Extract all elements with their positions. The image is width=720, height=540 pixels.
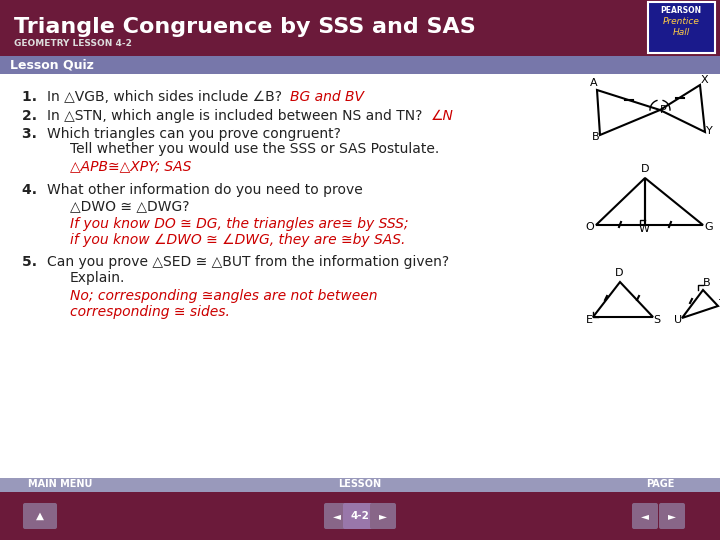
Text: 4-2: 4-2 [351, 511, 369, 521]
Text: No; corresponding ≅angles are not between: No; corresponding ≅angles are not betwee… [70, 289, 377, 303]
Text: Which triangles can you prove congruent?: Which triangles can you prove congruent? [47, 127, 341, 141]
Text: LESSON: LESSON [338, 479, 382, 489]
Text: 4.: 4. [22, 183, 47, 197]
Text: U: U [674, 315, 682, 325]
Text: Triangle Congruence by SSS and SAS: Triangle Congruence by SSS and SAS [14, 17, 476, 37]
FancyBboxPatch shape [0, 478, 720, 492]
Text: 2.: 2. [22, 109, 47, 123]
Text: In △VGB, which sides include ∠B?: In △VGB, which sides include ∠B? [47, 90, 290, 104]
Text: Can you prove △SED ≅ △BUT from the information given?: Can you prove △SED ≅ △BUT from the infor… [47, 255, 449, 269]
Text: PAGE: PAGE [646, 479, 674, 489]
Text: O: O [585, 222, 595, 232]
FancyBboxPatch shape [659, 503, 685, 529]
Text: Prentice: Prentice [662, 17, 699, 26]
Text: B: B [592, 132, 600, 142]
Text: S: S [654, 315, 660, 325]
Text: PEARSON: PEARSON [660, 6, 701, 15]
Text: X: X [700, 75, 708, 85]
Text: A: A [590, 78, 598, 88]
Text: Explain.: Explain. [70, 271, 125, 285]
FancyBboxPatch shape [632, 503, 658, 529]
FancyBboxPatch shape [370, 503, 396, 529]
Text: ◄: ◄ [333, 511, 341, 521]
Text: ∠N: ∠N [431, 109, 454, 123]
Text: Tell whether you would use the SSS or SAS Postulate.: Tell whether you would use the SSS or SA… [70, 142, 439, 156]
Text: T: T [719, 299, 720, 309]
Text: Lesson Quiz: Lesson Quiz [10, 58, 94, 71]
Text: What other information do you need to prove: What other information do you need to pr… [47, 183, 362, 197]
FancyBboxPatch shape [648, 2, 715, 53]
Text: corresponding ≅ sides.: corresponding ≅ sides. [70, 305, 230, 319]
Text: Y: Y [706, 126, 712, 136]
Text: 3.: 3. [22, 127, 47, 141]
Text: In △STN, which angle is included between NS and TN?: In △STN, which angle is included between… [47, 109, 431, 123]
Text: G: G [705, 222, 714, 232]
Text: ►: ► [379, 511, 387, 521]
Text: B: B [703, 278, 711, 288]
Text: Hall: Hall [672, 28, 690, 37]
FancyBboxPatch shape [0, 56, 720, 74]
Text: 5.: 5. [22, 255, 47, 269]
FancyBboxPatch shape [0, 74, 720, 478]
Text: 1.: 1. [22, 90, 47, 104]
Text: ►: ► [668, 511, 676, 521]
FancyBboxPatch shape [23, 503, 57, 529]
Text: D: D [615, 268, 624, 278]
Text: if you know ∠DWO ≅ ∠DWG, they are ≅by SAS.: if you know ∠DWO ≅ ∠DWG, they are ≅by SA… [70, 233, 405, 247]
Text: GEOMETRY LESSON 4-2: GEOMETRY LESSON 4-2 [14, 39, 132, 49]
Text: D: D [641, 164, 649, 174]
FancyBboxPatch shape [0, 0, 720, 56]
Text: BG and BV: BG and BV [290, 90, 364, 104]
Text: P: P [660, 105, 667, 115]
Text: △APB≅△XPY; SAS: △APB≅△XPY; SAS [70, 159, 192, 173]
Text: E: E [585, 315, 593, 325]
FancyBboxPatch shape [343, 503, 377, 529]
FancyBboxPatch shape [324, 503, 350, 529]
FancyBboxPatch shape [0, 492, 720, 540]
Text: △DWO ≅ △DWG?: △DWO ≅ △DWG? [70, 199, 189, 213]
Text: MAIN MENU: MAIN MENU [28, 479, 92, 489]
Text: ◄: ◄ [641, 511, 649, 521]
Text: ▲: ▲ [36, 511, 44, 521]
Text: If you know DO ≅ DG, the triangles are≅ by SSS;: If you know DO ≅ DG, the triangles are≅ … [70, 217, 408, 231]
Text: W: W [639, 224, 649, 234]
